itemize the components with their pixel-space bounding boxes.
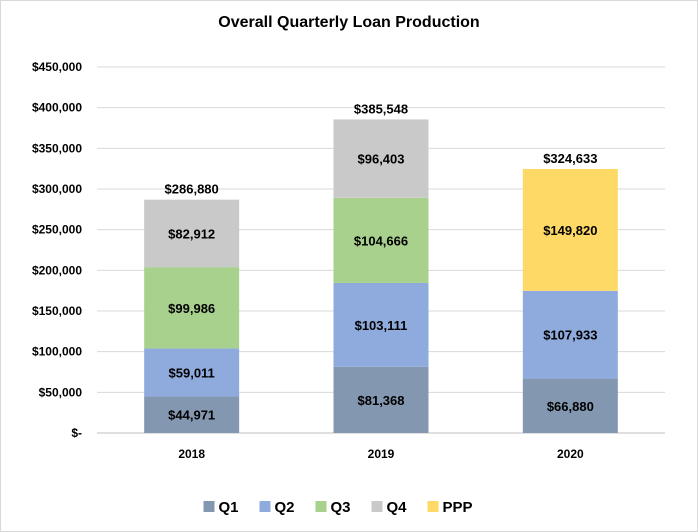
legend-item-ppp: PPP <box>427 499 473 516</box>
total-label: $286,880 <box>165 182 219 197</box>
x-tick-label: 2019 <box>368 447 395 461</box>
data-label: $103,111 <box>355 318 408 333</box>
data-label: $99,986 <box>168 301 215 316</box>
bar-segment-q1 <box>333 366 429 433</box>
legend-item-q4: Q4 <box>371 499 408 516</box>
bar-segment-ppp <box>522 168 618 291</box>
legend-label: Q2 <box>275 499 295 516</box>
y-tick-label: $100,000 <box>32 345 82 359</box>
legend-item-q3: Q3 <box>315 499 351 516</box>
y-tick-label: $450,000 <box>32 60 82 74</box>
data-label: $44,971 <box>168 408 215 423</box>
y-tick-label: $350,000 <box>32 141 82 155</box>
bar-segment-q3 <box>333 197 429 283</box>
legend-label: PPP <box>443 499 473 516</box>
bar-segment-q4 <box>333 119 429 198</box>
legend-label: Q3 <box>331 499 351 516</box>
total-label: $385,548 <box>354 101 408 116</box>
legend-swatch <box>371 501 383 512</box>
legend-item-q1: Q1 <box>203 499 239 516</box>
y-tick-label: $400,000 <box>32 101 82 115</box>
y-tick-label: $150,000 <box>32 304 82 318</box>
legend-swatch <box>203 501 215 512</box>
bar-segment-q4 <box>144 199 240 268</box>
total-label: $324,633 <box>543 151 597 166</box>
legend-item-q2: Q2 <box>259 499 295 516</box>
data-label: $82,912 <box>168 226 215 241</box>
bar-segment-q2 <box>144 348 240 397</box>
bar-segment-q2 <box>333 282 429 367</box>
y-tick-label: $250,000 <box>32 223 82 237</box>
legend-swatch <box>259 501 271 512</box>
legend-swatch <box>427 501 439 512</box>
x-tick-label: 2018 <box>178 447 205 461</box>
data-label: $107,933 <box>543 328 597 343</box>
bar-segment-q2 <box>522 290 618 379</box>
data-label: $96,403 <box>358 152 405 167</box>
y-tick-label: $200,000 <box>32 263 82 277</box>
x-tick-label: 2020 <box>557 447 584 461</box>
y-tick-label: $- <box>71 426 82 440</box>
chart-title: Overall Quarterly Loan Production <box>218 14 479 31</box>
legend-label: Q1 <box>219 499 239 516</box>
data-label: $81,368 <box>358 393 405 408</box>
legend-swatch <box>315 501 327 512</box>
legend-label: Q4 <box>387 499 408 516</box>
bar-segment-q1 <box>144 396 240 433</box>
data-label: $59,011 <box>169 365 215 380</box>
data-label: $104,666 <box>354 233 408 248</box>
bar-segment-q3 <box>144 267 240 349</box>
data-label: $149,820 <box>543 223 597 238</box>
y-tick-label: $300,000 <box>32 182 82 196</box>
data-label: $66,880 <box>547 399 594 414</box>
bar-segment-q1 <box>522 378 618 433</box>
y-tick-label: $50,000 <box>39 385 83 399</box>
